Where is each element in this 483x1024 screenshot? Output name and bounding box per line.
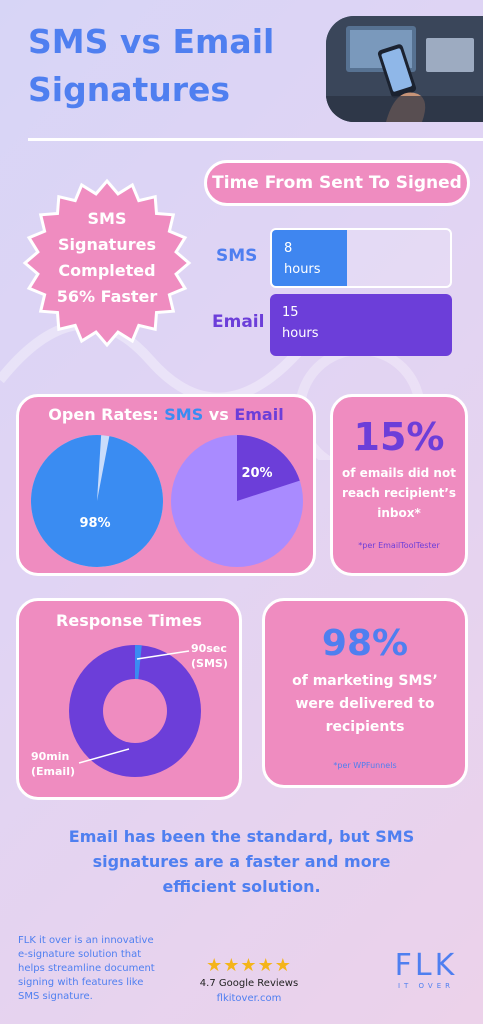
time-section-title: Time From Sent To Signed bbox=[204, 160, 470, 206]
open-rates-card: Open Rates: SMS vs Email 98% 20% bbox=[16, 394, 316, 576]
sms-response-label: 90sec (SMS) bbox=[191, 641, 228, 671]
logo-main-text: FLK bbox=[394, 948, 458, 983]
email-response-label-line1: 90min bbox=[31, 750, 70, 763]
email-time-value: 15 bbox=[282, 305, 299, 320]
page-title-line1: SMS vs Email bbox=[28, 22, 275, 61]
email-open-rate-pie: 20% bbox=[171, 435, 303, 567]
conclusion-line3: efficient solution. bbox=[162, 877, 321, 896]
about-text: FLK it over is an innovative e-signature… bbox=[18, 934, 198, 1004]
badge-line3: Completed bbox=[58, 261, 156, 280]
undelivered-text: of emails did not reach recipient’s inbo… bbox=[333, 463, 465, 523]
email-bar-label: Email bbox=[212, 312, 265, 332]
response-times-card: Response Times 90sec (SMS) 90min (Email) bbox=[16, 598, 242, 800]
delivered-percent: 98% bbox=[321, 623, 409, 664]
sms-time-bar: 8 hours bbox=[270, 228, 452, 288]
flk-logo: FLK IT OVER bbox=[384, 948, 468, 991]
sms-pie-label: 98% bbox=[79, 516, 110, 531]
open-rates-title: Open Rates: SMS vs Email bbox=[19, 405, 313, 424]
delivered-line2: were delivered to bbox=[295, 696, 435, 712]
hero-photo bbox=[326, 16, 483, 122]
conclusion-line1: Email has been the standard, but SMS bbox=[68, 827, 415, 846]
badge-line2: Signatures bbox=[58, 235, 156, 254]
email-time-unit: hours bbox=[282, 326, 319, 341]
undelivered-percent: 15% bbox=[353, 415, 445, 459]
response-times-title: Response Times bbox=[56, 611, 202, 630]
faster-badge: SMS Signatures Completed 56% Faster bbox=[22, 178, 192, 348]
about-line4: signing with features like bbox=[18, 977, 144, 988]
sms-pie-slice bbox=[30, 434, 163, 567]
badge-line1: SMS bbox=[87, 209, 127, 228]
email-response-label: 90min (Email) bbox=[31, 749, 75, 779]
donut-hole bbox=[103, 679, 167, 743]
sms-response-label-line1: 90sec bbox=[191, 642, 227, 655]
undelivered-line1: of emails did not bbox=[342, 466, 456, 480]
conclusion-line2: signatures are a faster and more bbox=[92, 852, 391, 871]
sms-time-value: 8 bbox=[284, 241, 293, 256]
email-pie-slice bbox=[237, 435, 300, 501]
badge-line4: 56% Faster bbox=[56, 287, 158, 306]
starburst-shape bbox=[22, 178, 192, 348]
undelivered-line2: reach recipient’s bbox=[341, 486, 457, 500]
undelivered-line3: inbox* bbox=[377, 506, 421, 520]
sms-time-unit: hours bbox=[284, 262, 321, 277]
email-leader-line bbox=[78, 748, 130, 764]
conclusion-text: Email has been the standard, but SMS sig… bbox=[10, 824, 473, 899]
sms-response-label-line2: (SMS) bbox=[191, 657, 228, 670]
open-rates-title-prefix: Open Rates: bbox=[48, 405, 165, 424]
open-rates-title-vs: vs bbox=[203, 405, 235, 424]
hero-photo-illustration bbox=[326, 16, 483, 122]
delivered-card: 98% of marketing SMS’ were delivered to … bbox=[262, 598, 468, 788]
open-rates-title-sms: SMS bbox=[164, 405, 204, 424]
email-response-label-line2: (Email) bbox=[31, 765, 75, 778]
delivered-source-note: *per WPFunnels bbox=[333, 761, 397, 770]
about-line5: SMS signature. bbox=[18, 991, 93, 1002]
sms-bar-label: SMS bbox=[216, 246, 258, 266]
page-title-line2: Signatures bbox=[28, 70, 231, 109]
email-time-bar-fill: 15 hours bbox=[270, 294, 452, 356]
page-title: SMS vs Email Signatures bbox=[28, 18, 328, 114]
delivered-line3: recipients bbox=[325, 719, 405, 735]
email-time-bar: 15 hours bbox=[270, 294, 452, 356]
response-times-donut bbox=[69, 645, 201, 777]
email-pie-label: 20% bbox=[241, 466, 272, 481]
open-rates-title-email: Email bbox=[234, 405, 284, 424]
about-line1: FLK it over is an innovative bbox=[18, 935, 154, 946]
undelivered-card: 15% of emails did not reach recipient’s … bbox=[330, 394, 468, 576]
sms-leader-line bbox=[136, 650, 190, 660]
undelivered-source-note: *per EmailToolTester bbox=[358, 541, 440, 550]
logo-sub-text: IT OVER bbox=[397, 982, 455, 990]
sms-open-rate-pie: 98% bbox=[30, 434, 163, 567]
about-line2: e-signature solution that bbox=[18, 949, 142, 960]
title-divider bbox=[28, 138, 483, 141]
website-link[interactable]: flkitover.com bbox=[216, 993, 282, 1004]
delivered-line1: of marketing SMS’ bbox=[292, 673, 438, 689]
sms-time-bar-fill: 8 hours bbox=[272, 230, 347, 286]
star-rating-icon: ★★★★★ bbox=[206, 955, 292, 976]
reviews-block: ★★★★★ 4.7 Google Reviews flkitover.com bbox=[186, 955, 312, 1004]
reviews-count: 4.7 Google Reviews bbox=[199, 978, 299, 989]
about-line3: helps streamline document bbox=[18, 963, 155, 974]
delivered-text: of marketing SMS’ were delivered to reci… bbox=[265, 670, 465, 739]
